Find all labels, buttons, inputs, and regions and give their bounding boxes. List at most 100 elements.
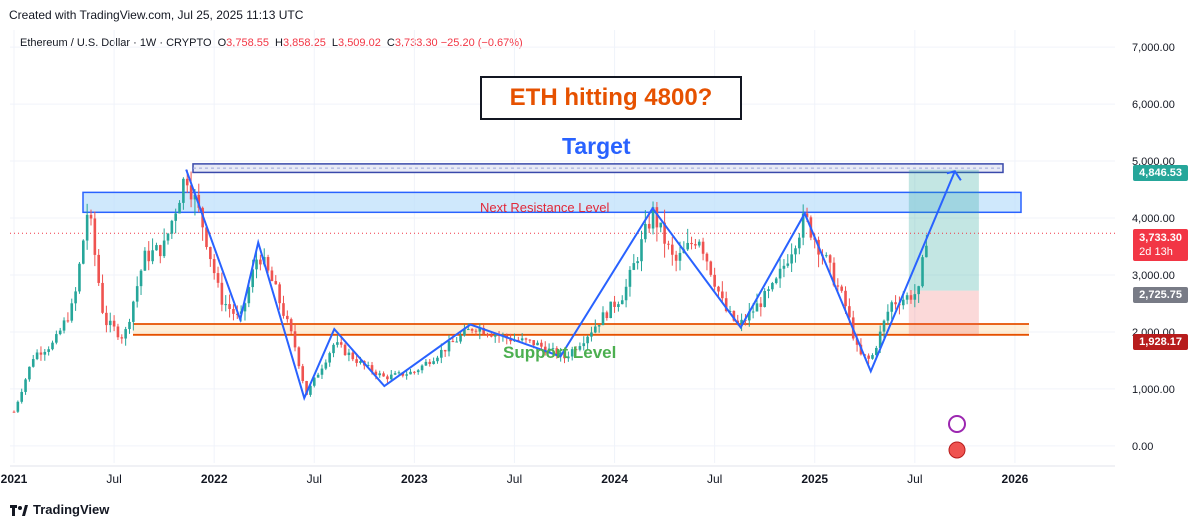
candle-body [493, 335, 497, 337]
open-label: O [217, 37, 227, 49]
candle-body [466, 329, 470, 331]
candle-body [16, 401, 20, 412]
x-tick-label: Jul [907, 472, 922, 486]
countdown-value: 2d 13h [1139, 246, 1173, 258]
candle-body [678, 252, 682, 261]
candle-body [224, 304, 228, 306]
resistance-band [82, 191, 1022, 214]
candle-body [774, 278, 778, 284]
candle-body [174, 213, 177, 221]
candle-body [416, 370, 420, 373]
candle-body [316, 374, 320, 378]
candle-body [520, 338, 524, 341]
lightning-icon [948, 415, 966, 433]
candle-body [24, 379, 27, 392]
candle-body [305, 381, 308, 395]
candle-body [755, 303, 759, 312]
candle-body [647, 223, 651, 229]
candle-body [89, 214, 93, 219]
candle-body [47, 349, 50, 352]
candle-body [451, 341, 455, 343]
candle-body [543, 346, 547, 353]
candle-body [43, 351, 47, 355]
candle-body [282, 303, 285, 316]
x-tick-label: Jul [707, 472, 722, 486]
flag-icon [948, 441, 966, 459]
open-value: 3,758.55 [226, 37, 269, 49]
candle-body [532, 340, 536, 346]
candle-body [286, 315, 289, 320]
candle-body [78, 263, 81, 292]
candle-body [108, 320, 112, 326]
candle-body [228, 304, 231, 309]
close-value: 3,733.30 [394, 37, 438, 49]
candle-body [301, 366, 305, 382]
zigzag-arrowhead [946, 170, 962, 181]
candle-body [655, 207, 659, 228]
zones-layer [10, 163, 1115, 337]
candle-body [93, 218, 97, 255]
candle-body [166, 233, 170, 241]
candle-body [886, 311, 890, 321]
candle-body [432, 361, 435, 365]
candle-body [570, 349, 574, 357]
candle-body [28, 366, 31, 380]
candle-body [894, 302, 897, 305]
candle-body [713, 274, 716, 287]
tradingview-logo-icon [10, 504, 28, 516]
target-annotation[interactable]: Target [562, 133, 631, 159]
candle-body [601, 312, 605, 326]
candle-body [801, 213, 805, 238]
candle-body [890, 302, 894, 312]
credit-text: Created with TradingView.com, Jul 25, 20… [9, 8, 304, 22]
candle-body [232, 308, 235, 314]
candle-body [586, 336, 589, 344]
candle-body [882, 320, 886, 332]
candle-body [270, 270, 274, 282]
candle-body [528, 339, 532, 341]
candle-body [555, 348, 559, 357]
candle-body [378, 373, 382, 376]
candle-body [593, 326, 597, 333]
candle-body [547, 348, 551, 353]
candle-body [66, 320, 70, 322]
candle-body [871, 355, 874, 359]
candle-body [428, 361, 432, 365]
candle-body [278, 284, 281, 304]
candle-body [101, 282, 104, 313]
y-tick-label: 7,000.00 [1132, 42, 1175, 54]
entry-price-tag: 2,725.75 [1133, 287, 1188, 303]
candle-body [917, 286, 920, 295]
candle-body [463, 329, 466, 336]
symbol-name[interactable]: Ethereum / U.S. Dollar · 1W · CRYPTO [20, 37, 212, 49]
support-annotation[interactable]: Support Level [503, 343, 617, 362]
candle-body [116, 326, 120, 338]
candle-body [620, 300, 624, 305]
y-tick-label: 0.00 [1132, 441, 1153, 453]
candle-body [732, 310, 736, 321]
candle-body [155, 245, 158, 251]
candle-body [617, 304, 620, 307]
current-price-value: 3,733.30 [1139, 232, 1182, 244]
candle-body [767, 289, 770, 291]
candle-body [185, 178, 189, 186]
candle-body [328, 353, 331, 363]
candle-body [189, 185, 193, 200]
candle-body [486, 334, 489, 336]
tradingview-logo[interactable]: TradingView [10, 502, 109, 517]
grid-layer [10, 30, 1115, 463]
candle-body [663, 222, 666, 244]
candle-body [913, 294, 917, 300]
candle-body [255, 259, 258, 270]
candle-body [674, 254, 678, 261]
candle-body [925, 245, 928, 258]
candle-body [274, 281, 278, 285]
candle-body [482, 327, 485, 335]
headline-annotation[interactable]: ETH hitting 4800? [480, 76, 742, 120]
candle-body [778, 268, 782, 279]
candle-body [582, 343, 586, 347]
resistance-annotation[interactable]: Next Resistance Level [480, 200, 610, 215]
candle-body [844, 290, 847, 307]
candle-body [605, 312, 609, 319]
